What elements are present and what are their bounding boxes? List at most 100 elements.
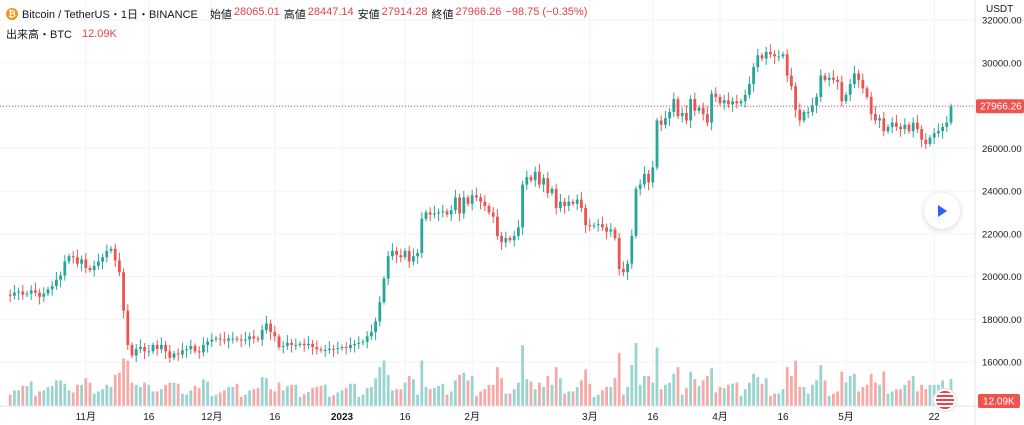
volume-bar xyxy=(391,390,394,406)
candle-body xyxy=(710,93,713,123)
candle-body xyxy=(76,257,79,264)
candle-body xyxy=(155,344,159,350)
volume-bar xyxy=(886,393,890,406)
candle-body xyxy=(865,88,869,97)
candle-body xyxy=(844,94,848,102)
candle-body xyxy=(601,224,604,228)
volume-bar xyxy=(575,387,579,406)
symbol-title[interactable]: Bitcoin / TetherUS・1日・BINANCE xyxy=(22,9,198,21)
volume-bar xyxy=(340,390,344,406)
volume-bar xyxy=(869,373,873,406)
volume-bar xyxy=(622,394,625,406)
candle-body xyxy=(676,99,680,117)
volume-bar xyxy=(139,387,142,406)
candle-body xyxy=(899,126,902,130)
volume-bar xyxy=(592,396,596,406)
volume-bar xyxy=(105,384,109,406)
volume-bar xyxy=(395,389,398,406)
volume-bar xyxy=(336,392,340,406)
candle-body xyxy=(554,188,558,209)
time-axis[interactable]: 11月 16 12月 16 2023 16 2月 3月 16 4月 16 5月 22 xyxy=(76,411,941,423)
volume-bar xyxy=(277,382,281,406)
volume-bar xyxy=(172,382,176,406)
candle-body xyxy=(168,351,172,358)
candle-body xyxy=(832,77,835,80)
volume-bar xyxy=(181,393,184,406)
candle-body xyxy=(521,184,524,228)
volume-label: 出来高・BTC xyxy=(6,29,72,41)
volume-bar xyxy=(319,385,323,406)
x-tick-label: 3月 xyxy=(582,411,598,423)
volume-bar xyxy=(223,390,226,406)
volume-bar xyxy=(664,384,667,406)
candle-body xyxy=(836,79,839,82)
volume-bar xyxy=(508,393,512,406)
us-flag-icon[interactable] xyxy=(934,389,956,411)
candle-body xyxy=(592,225,596,227)
volume-bar xyxy=(630,365,634,406)
candle-body xyxy=(584,208,587,226)
candle-body xyxy=(785,54,789,76)
volume-bar xyxy=(403,382,407,406)
candle-body xyxy=(269,323,272,333)
candle-body xyxy=(937,131,940,134)
x-tick-label: 4月 xyxy=(712,411,728,423)
volume-bar xyxy=(701,380,705,406)
scroll-to-realtime-button[interactable] xyxy=(924,193,960,229)
candle-body xyxy=(424,212,428,219)
candle-body xyxy=(664,118,667,125)
candle-body xyxy=(118,260,121,273)
volume-bar xyxy=(445,394,449,406)
volume-bar xyxy=(920,384,923,406)
volume-bar xyxy=(269,389,272,406)
volume-bar xyxy=(811,384,814,406)
candle-body xyxy=(349,344,352,349)
candle-body xyxy=(50,286,54,290)
candle-body xyxy=(332,348,335,350)
candle-body xyxy=(731,101,734,105)
candle-body xyxy=(378,302,382,322)
candle-body xyxy=(143,347,146,352)
volume-bar xyxy=(323,384,327,406)
candle-body xyxy=(344,347,348,349)
candle-body xyxy=(80,259,83,264)
volume-bar xyxy=(164,384,167,406)
candle-body xyxy=(517,227,520,236)
volume-bar xyxy=(239,396,243,406)
volume-bar xyxy=(113,374,117,406)
volume-bar xyxy=(143,382,146,406)
volume-bar xyxy=(378,367,382,406)
candle-body xyxy=(886,126,890,132)
candle-body xyxy=(777,56,781,58)
candle-body xyxy=(491,212,495,217)
candle-body xyxy=(71,256,75,258)
volume-bar xyxy=(294,384,298,406)
last-price-value: 27966.26 xyxy=(980,102,1022,113)
candle-body xyxy=(626,263,629,273)
candle-body xyxy=(588,225,592,227)
volume-bar xyxy=(328,396,331,406)
volume-bar xyxy=(17,390,20,406)
candle-body xyxy=(546,178,550,194)
volume-bar xyxy=(538,382,541,406)
candle-body xyxy=(441,211,445,213)
volume-bar xyxy=(710,368,713,406)
volume-bar xyxy=(857,391,860,406)
volume-row: 出来高・BTC 12.09K xyxy=(6,26,117,42)
volume-bar xyxy=(433,388,436,406)
candle-body xyxy=(231,338,235,340)
volume-bar xyxy=(487,384,491,406)
candle-body xyxy=(336,348,340,350)
candle-body xyxy=(613,229,617,239)
candle-body xyxy=(21,291,25,295)
candle-body xyxy=(525,177,529,185)
candle-body xyxy=(55,279,58,287)
candle-body xyxy=(218,338,222,340)
volume-bar xyxy=(647,376,650,406)
candle-body xyxy=(647,173,650,183)
volume-bar xyxy=(441,383,445,406)
volume-bar xyxy=(685,388,688,406)
volume-bar xyxy=(769,395,772,406)
